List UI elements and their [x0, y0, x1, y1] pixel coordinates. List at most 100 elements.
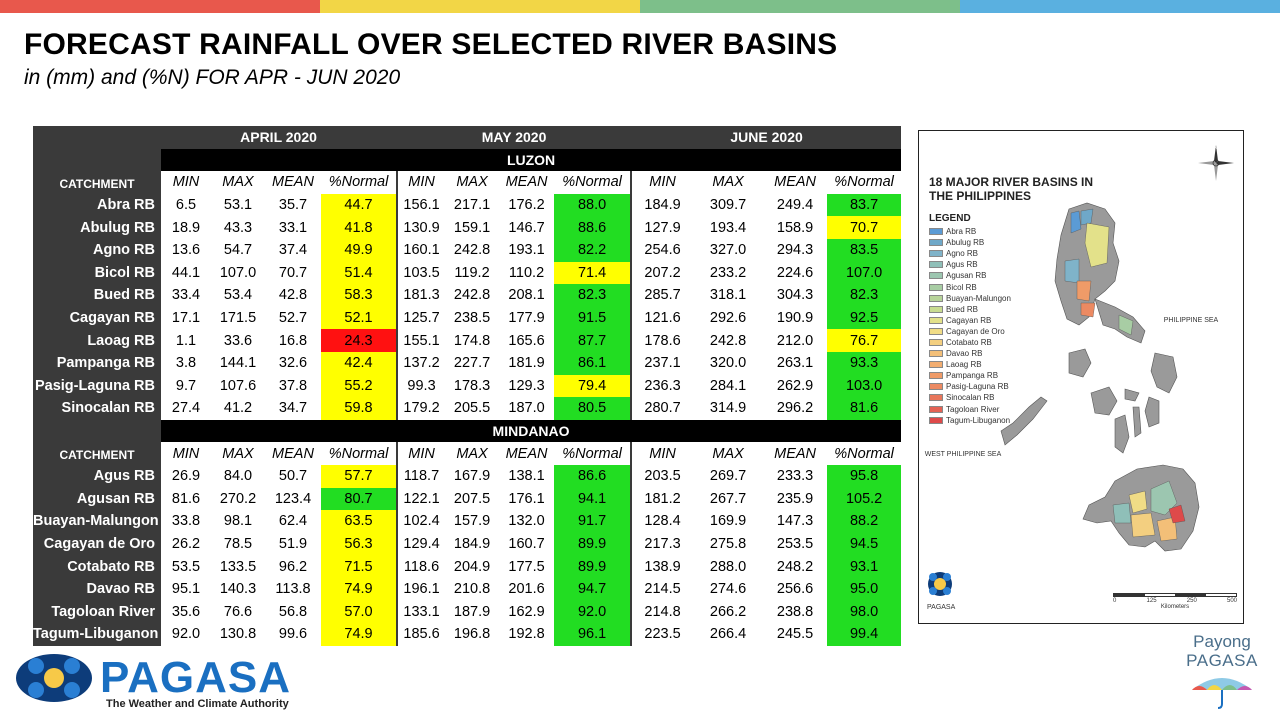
- value-cell: 76.6: [211, 600, 265, 624]
- scale-unit: Kilometers: [1160, 604, 1190, 610]
- value-cell: 181.2: [630, 487, 694, 511]
- scale-ticks: 0 125 250 500: [1113, 598, 1237, 604]
- value-cell: 37.8: [265, 374, 321, 398]
- catchment-name: Pampanga RB: [33, 351, 161, 375]
- table-row: Cagayan RB 17.1 171.5 52.7 52.1 125.7 238.5 177…: [33, 306, 902, 330]
- percent-normal-cell: 24.3: [321, 329, 398, 352]
- region-header: MINDANAO: [161, 419, 902, 443]
- value-cell: 26.9: [161, 464, 211, 488]
- value-cell: 17.1: [161, 306, 211, 330]
- percent-normal-cell: 99.4: [827, 623, 902, 646]
- legend-label: Pampanga RB: [946, 371, 999, 381]
- value-cell: 176.1: [499, 487, 555, 511]
- percent-normal-cell: 71.4: [554, 261, 632, 285]
- value-cell: 217.3: [630, 532, 694, 556]
- value-cell: 95.1: [161, 577, 211, 601]
- legend-item: Abulug RB: [929, 237, 1011, 248]
- percent-normal-cell: 44.7: [321, 193, 398, 217]
- value-cell: 274.6: [693, 577, 764, 601]
- column-header: MEAN: [763, 171, 828, 194]
- value-cell: 285.7: [630, 284, 694, 307]
- value-cell: 253.5: [763, 532, 828, 556]
- percent-normal-cell: 70.7: [827, 216, 902, 239]
- percent-normal-cell: 51.4: [321, 261, 398, 285]
- top-bar-segment-red: [0, 0, 320, 13]
- value-cell: 118.6: [396, 555, 446, 578]
- river-basin-map: N 18 MAJOR RIVER BASINS IN THE PHILIPPIN…: [918, 130, 1244, 624]
- legend-item: Agno RB: [929, 248, 1011, 259]
- value-cell: 233.3: [763, 464, 828, 488]
- value-cell: 262.9: [763, 374, 828, 398]
- value-cell: 130.8: [211, 623, 265, 646]
- table-row: Agno RB 13.6 54.7 37.4 49.9 160.1 242.8 193.1 82…: [33, 238, 902, 262]
- catchment-name: Cagayan de Oro: [33, 532, 161, 556]
- compass-n: N: [1215, 145, 1218, 150]
- month-header-row: CATCHMENT APRIL 2020 MAY 2020 JUNE 2020: [33, 126, 902, 194]
- value-cell: 33.1: [265, 216, 321, 239]
- value-cell: 138.9: [630, 555, 694, 578]
- column-header: MAX: [693, 442, 764, 465]
- value-cell: 177.5: [499, 555, 555, 578]
- percent-normal-cell: 88.6: [554, 216, 632, 239]
- table-row: Bued RB 33.4 53.4 42.8 58.3 181.3 242.8 208.1 82…: [33, 284, 902, 307]
- value-cell: 201.6: [499, 577, 555, 601]
- pagasa-wordmark: PAGASA: [100, 653, 291, 702]
- value-cell: 144.1: [211, 351, 265, 375]
- value-cell: 42.8: [265, 284, 321, 307]
- legend-item: Davao RB: [929, 348, 1011, 359]
- value-cell: 107.6: [211, 374, 265, 398]
- legend-heading: LEGEND: [929, 213, 971, 224]
- legend-label: Tagoloan River: [946, 404, 1000, 414]
- catchment-name: Abra RB: [33, 193, 161, 217]
- value-cell: 171.5: [211, 306, 265, 330]
- catchment-name: Pasig-Laguna RB: [33, 374, 161, 398]
- legend-item: Sinocalan RB: [929, 392, 1011, 403]
- value-cell: 50.7: [265, 464, 321, 488]
- value-cell: 238.8: [763, 600, 828, 624]
- value-cell: 227.7: [445, 351, 500, 375]
- value-cell: 133.1: [396, 600, 446, 624]
- value-cell: 248.2: [763, 555, 828, 578]
- table-row: Pampanga RB 3.8 144.1 32.6 42.4 137.2 227.7 181…: [33, 351, 902, 375]
- header-corner: CATCHMENT: [33, 126, 161, 194]
- percent-normal-cell: 42.4: [321, 351, 398, 375]
- percent-normal-cell: 87.7: [554, 329, 632, 352]
- top-bar-segment-yellow: [320, 0, 640, 13]
- percent-normal-cell: 80.7: [321, 487, 398, 511]
- percent-normal-cell: 89.9: [554, 555, 632, 578]
- catchment-name: Laoag RB: [33, 329, 161, 352]
- legend-label: Agus RB: [946, 260, 978, 270]
- catchment-name: Tagum-Libuganon: [33, 623, 161, 646]
- percent-normal-cell: 56.3: [321, 532, 398, 556]
- legend-swatch: [929, 316, 943, 324]
- value-cell: 270.2: [211, 487, 265, 511]
- scale-tick: 125: [1146, 598, 1157, 604]
- value-cell: 288.0: [693, 555, 764, 578]
- percent-normal-cell: 94.7: [554, 577, 632, 601]
- column-header: %Normal: [554, 171, 632, 194]
- percent-normal-cell: 91.7: [554, 510, 632, 533]
- map-title: 18 MAJOR RIVER BASINS IN THE PHILIPPINES: [929, 175, 1094, 203]
- percent-normal-cell: 86.6: [554, 464, 632, 488]
- value-cell: 37.4: [265, 238, 321, 262]
- catchment-name: Cagayan RB: [33, 306, 161, 330]
- pagasa-tagline: The Weather and Climate Authority: [106, 698, 289, 710]
- percent-normal-cell: 88.2: [827, 510, 902, 533]
- percent-normal-cell: 74.9: [321, 623, 398, 646]
- legend-label: Bued RB: [946, 304, 979, 314]
- top-color-bar: [0, 0, 1280, 13]
- column-header: %Normal: [827, 442, 902, 465]
- sea-label-east: PHILIPPINE SEA: [1163, 317, 1219, 324]
- column-header: %Normal: [321, 171, 398, 194]
- legend-swatch: [929, 261, 943, 269]
- value-cell: 27.4: [161, 397, 211, 420]
- legend-item: Cagayan de Oro: [929, 326, 1011, 337]
- value-cell: 267.7: [693, 487, 764, 511]
- legend-label: Pasig-Laguna RB: [946, 382, 1009, 392]
- legend-label: Agno RB: [946, 249, 979, 259]
- value-cell: 32.6: [265, 351, 321, 375]
- compass-rose-icon: N: [1198, 145, 1234, 181]
- legend-swatch: [929, 405, 943, 413]
- percent-normal-cell: 83.5: [827, 238, 902, 262]
- pagasa-emblem-icon: [16, 654, 92, 702]
